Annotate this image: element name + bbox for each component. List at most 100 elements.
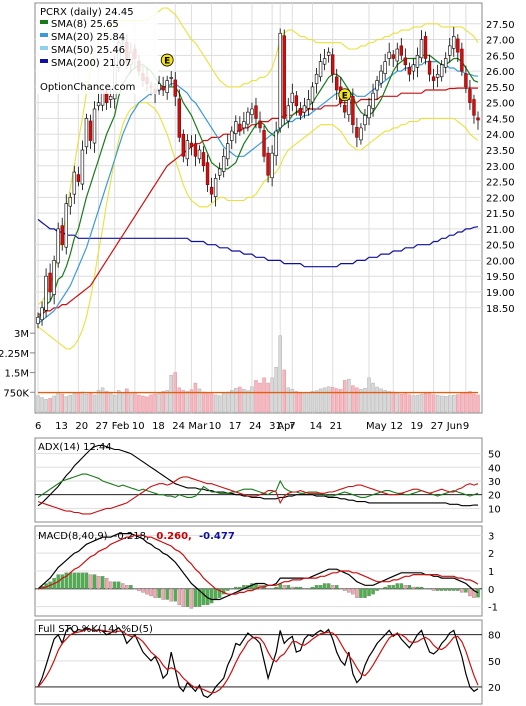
volume-bar	[383, 390, 387, 413]
macd-histogram-bar	[371, 588, 375, 595]
volume-bar	[476, 394, 480, 413]
candle-down	[262, 130, 266, 157]
candle-down	[161, 85, 165, 91]
volume-bar	[339, 389, 343, 413]
macd-histogram-bar	[419, 586, 424, 589]
macd-histogram-bar	[468, 588, 472, 597]
volume-bar	[149, 394, 153, 413]
macd-histogram-bar	[472, 588, 476, 598]
macd-histogram-bar	[415, 586, 420, 589]
stochastic-grid: 80 50 20	[35, 631, 501, 694]
date-tick-label: 31	[269, 421, 282, 432]
volume-bar	[403, 393, 408, 413]
stochastic-lines	[37, 626, 479, 699]
macd-histogram-bar	[161, 588, 165, 600]
volume-bar	[96, 390, 101, 413]
volume-bar	[104, 391, 109, 413]
volume-bar	[189, 389, 194, 413]
candle-up	[68, 197, 72, 207]
macd-histogram-bar	[375, 588, 379, 591]
macd-histogram-bar	[141, 588, 145, 593]
price-tick-label: 23.00	[486, 162, 515, 173]
volume-bar	[238, 386, 242, 413]
price-tick-label: 20.00	[486, 256, 515, 267]
candle-down	[88, 120, 93, 141]
macd-histogram-bar	[334, 585, 339, 589]
macd-histogram-bar	[60, 574, 64, 589]
volume-bar	[306, 392, 311, 413]
chart-title: PCRX (daily) 24.45	[40, 7, 134, 18]
macd-histogram-bar	[165, 588, 169, 600]
volume-bar	[100, 387, 105, 413]
volume-bar	[125, 388, 129, 413]
date-tick-label: 13	[55, 421, 68, 432]
candle-up	[363, 114, 367, 126]
macd-histogram-bar	[84, 572, 89, 589]
candle-up	[84, 118, 89, 148]
volume-bar	[209, 393, 214, 413]
candle-down	[60, 225, 64, 245]
volume-bar	[217, 395, 222, 413]
macd-histogram-bar	[452, 588, 456, 591]
volume-y-axis: 3M 2.25M 1.5M 750K	[0, 329, 35, 399]
volume-bar	[282, 369, 286, 413]
volume-bar	[290, 389, 295, 413]
macd-histogram-bar	[343, 588, 347, 591]
candle-down	[298, 108, 303, 116]
macd-histogram-bar	[330, 585, 335, 589]
volume-bar	[193, 382, 198, 413]
macd-histogram-bar	[456, 588, 460, 591]
volume-bar	[391, 391, 395, 413]
macd-histogram-bar	[363, 588, 367, 598]
macd-lines	[37, 532, 479, 601]
macd-histogram-bar	[225, 588, 230, 591]
price-tick-label: 21.00	[486, 225, 515, 236]
macd-histogram-bar	[435, 588, 440, 591]
macd-histogram-bar	[351, 588, 355, 595]
price-tick-label: 19.50	[486, 272, 515, 283]
candle-down	[266, 152, 270, 176]
volume-bar	[274, 367, 278, 413]
candle-up	[439, 64, 444, 78]
macd-histogram-bar	[391, 585, 395, 589]
macd-histogram-bar	[181, 588, 186, 607]
stochastic-tick-label: 50	[488, 657, 501, 668]
candle-up	[230, 130, 234, 141]
macd-histogram-bar	[314, 585, 319, 589]
macd-histogram-bar	[169, 588, 173, 602]
volume-bar	[330, 387, 335, 413]
volume-bar	[254, 380, 258, 413]
adx-tick-label: 40	[488, 463, 501, 474]
volume-bar	[205, 392, 210, 413]
candle-down	[399, 45, 404, 56]
macd-value: -0.218,	[114, 531, 149, 542]
date-tick-label: 6	[35, 421, 41, 432]
volume-bar	[468, 391, 472, 413]
date-tick-label: 20	[75, 421, 88, 432]
date-tick-label: 10	[209, 421, 222, 432]
macd-histogram-bar	[294, 586, 299, 589]
volume-bar	[302, 393, 307, 413]
date-tick-label: Feb	[112, 421, 130, 432]
volume-bar	[367, 377, 371, 413]
candle-up	[270, 152, 274, 179]
date-tick-label: 10	[132, 421, 145, 432]
candle-up	[213, 178, 218, 197]
volume-bar	[145, 396, 149, 413]
volume-bar	[407, 394, 412, 413]
candle-up	[217, 168, 222, 176]
candle-up	[326, 51, 331, 56]
macd-histogram-bar	[431, 588, 436, 591]
candle-down	[189, 142, 194, 148]
macd-histogram-bar	[177, 588, 182, 606]
candle-up	[318, 61, 323, 78]
price-tick-label: 22.50	[486, 178, 515, 189]
volume-bar	[452, 394, 456, 413]
candle-up	[310, 86, 315, 103]
macd-histogram-bar	[411, 586, 416, 589]
date-tick-label: Mar	[188, 421, 208, 432]
date-tick-label: 24	[172, 421, 185, 432]
price-tick-label: 18.50	[486, 304, 515, 315]
candle-up	[36, 316, 40, 324]
candle-down	[330, 54, 335, 75]
